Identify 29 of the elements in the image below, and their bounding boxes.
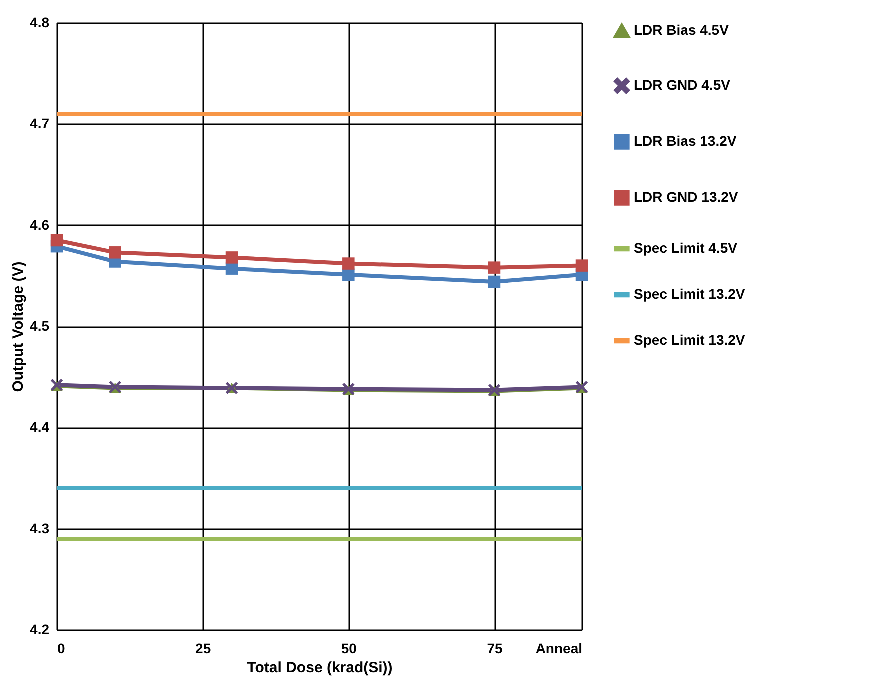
y-tick-label: 4.8 — [30, 14, 50, 30]
legend-label: Spec Limit 13.2V — [634, 332, 746, 348]
y-tick-label: 4.5 — [30, 318, 50, 334]
x-tick-label: 25 — [196, 640, 212, 656]
point — [576, 260, 588, 272]
legend-label: LDR Bias 13.2V — [634, 133, 738, 149]
legend-label: Spec Limit 4.5V — [634, 240, 738, 256]
legend-label: LDR GND 4.5V — [634, 77, 732, 93]
y-tick-label: 4.3 — [30, 520, 50, 536]
x-tick-label: 0 — [58, 640, 66, 656]
legend-label: Spec Limit 13.2V — [634, 286, 746, 302]
y-tick-label: 4.4 — [30, 419, 50, 436]
point — [488, 262, 501, 274]
point — [342, 258, 355, 270]
x-axis-title: Total Dose (krad(Si)) — [247, 660, 393, 676]
point — [342, 268, 355, 282]
y-tick-label: 4.6 — [30, 216, 50, 233]
y-tick-label: 4.2 — [30, 622, 50, 638]
point — [226, 252, 238, 264]
x-tick-label: Anneal — [536, 640, 582, 656]
point — [50, 234, 64, 247]
y-axis-title: Output Voltage (V) — [10, 262, 28, 392]
legend-label: LDR GND 13.2V — [634, 189, 739, 205]
x-tick-label: 50 — [341, 640, 358, 656]
x-tick-label: 75 — [487, 640, 503, 656]
point — [488, 276, 501, 288]
point — [109, 246, 122, 259]
y-tick-label: 4.7 — [30, 116, 50, 132]
legend-label: LDR Bias 4.5V — [634, 22, 730, 38]
